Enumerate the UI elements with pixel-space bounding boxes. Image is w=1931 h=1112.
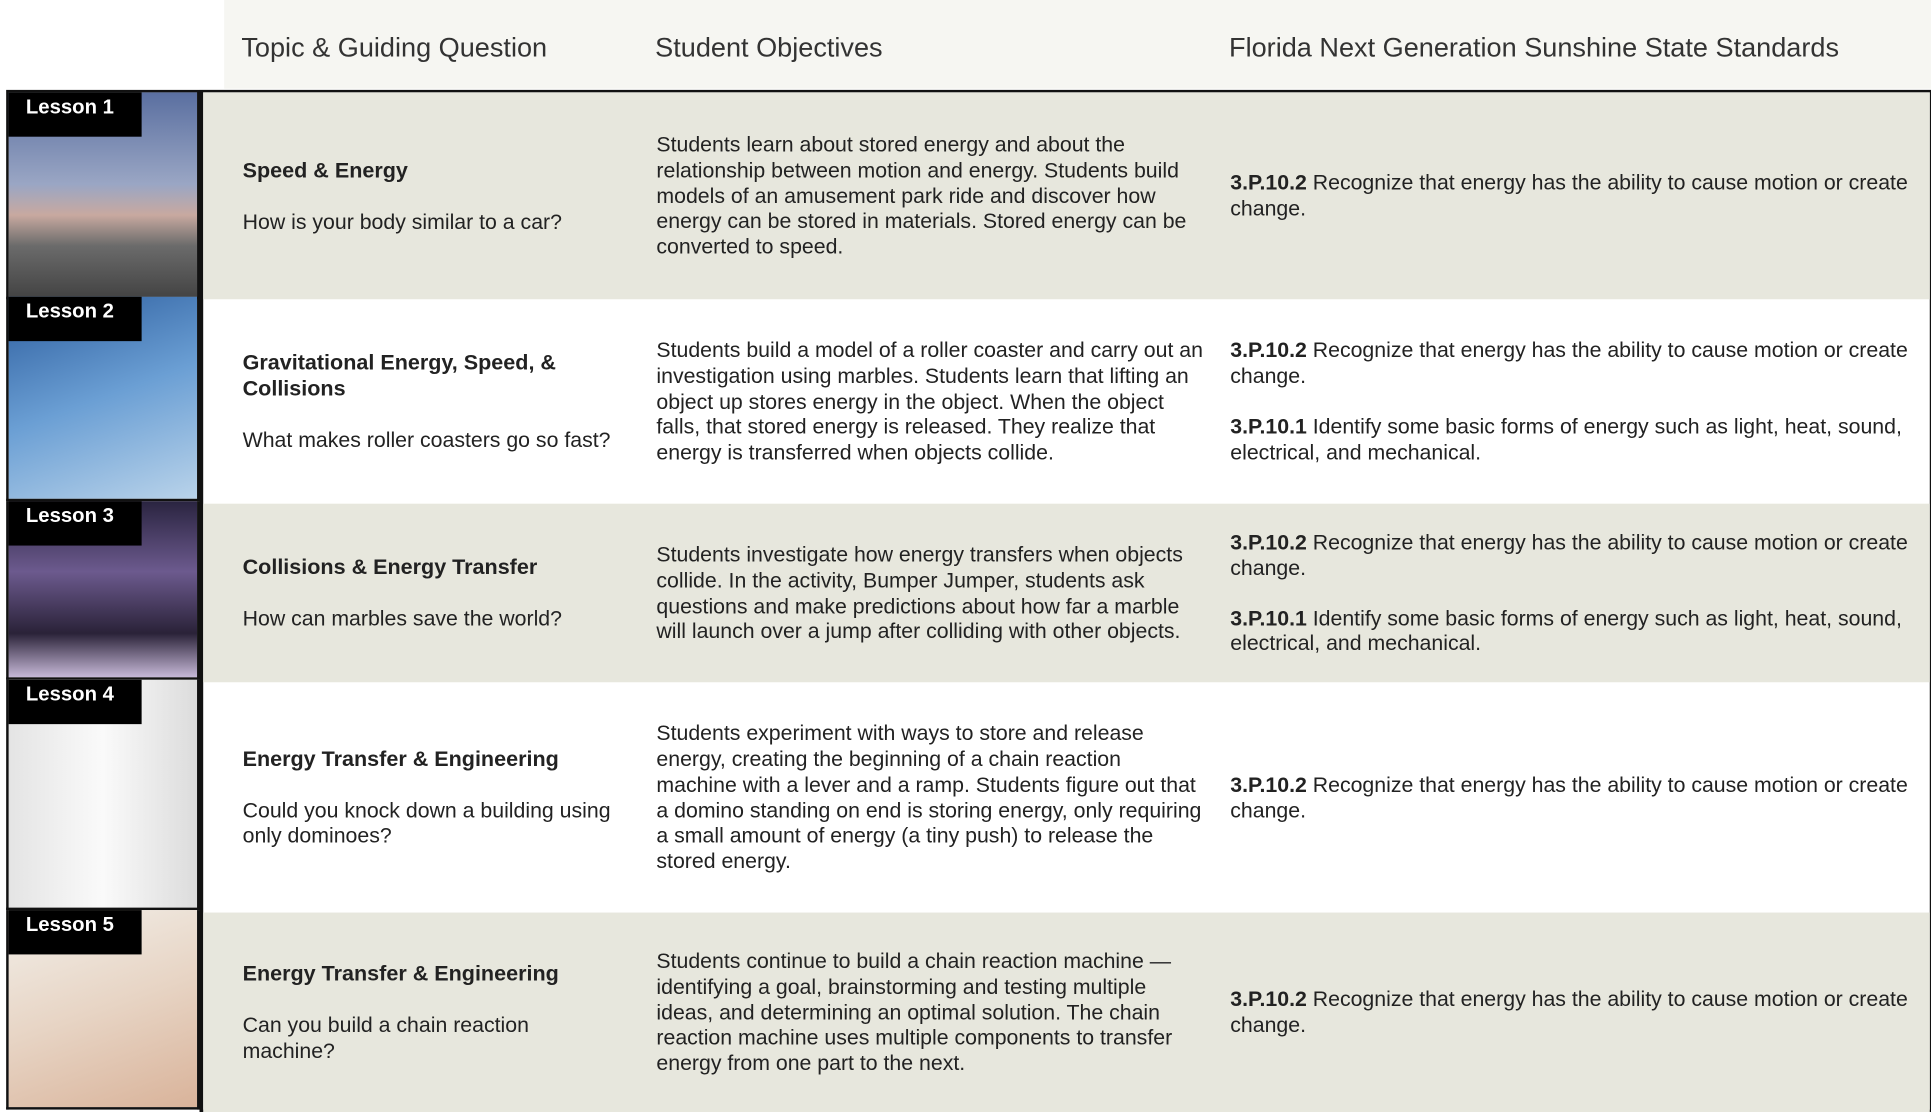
topic-cell: Speed & Energy How is your body similar t…: [243, 92, 612, 299]
objectives-cell: Students experiment with ways to store a…: [656, 682, 1204, 912]
standard-text: Identify some basic forms of energy such…: [1230, 605, 1902, 656]
objectives-cell: Students continue to build a chain react…: [656, 913, 1204, 1112]
table-body: Speed & Energy How is your body similar t…: [199, 89, 1931, 1112]
objectives-cell: Students build a model of a roller coast…: [656, 299, 1204, 503]
standard-text: Recognize that energy has the ability to…: [1230, 986, 1908, 1037]
topic-title: Energy Transfer & Engineering: [242, 746, 559, 771]
topic-cell: Energy Transfer & Engineering Can you bui…: [243, 913, 612, 1112]
guiding-question: What makes roller coasters go so fast?: [242, 427, 611, 452]
lesson-label: Lesson 2: [8, 296, 142, 342]
column-header: Topic & Guiding Question: [241, 32, 548, 63]
objectives-cell: Students learn about stored energy and a…: [656, 92, 1204, 299]
standard: 3.P.10.2 Recognize that energy has the a…: [1230, 772, 1920, 823]
topic-cell: Collisions & Energy Transfer How can marb…: [243, 504, 612, 683]
standard: 3.P.10.2 Recognize that energy has the a…: [1230, 987, 1920, 1038]
guiding-question: How is your body similar to a car?: [242, 208, 562, 234]
topic-title: Collisions & Energy Transfer: [242, 554, 538, 580]
standard: 3.P.10.1 Identify some basic forms of en…: [1230, 605, 1920, 656]
topic-title: Energy Transfer & Engineering: [242, 960, 559, 986]
guiding-question: Can you build a chain reaction machine?: [242, 1012, 529, 1063]
standard-text: Recognize that energy has the ability to…: [1230, 170, 1908, 221]
topic-cell: Energy Transfer & Engineering Could you k…: [243, 682, 612, 912]
table-row: Energy Transfer & Engineering Can you bui…: [203, 912, 1930, 1112]
lesson-image: Lesson 3: [6, 501, 200, 680]
objectives-text: Students experiment with ways to store a…: [656, 720, 1202, 874]
table-row: Energy Transfer & Engineering Could you k…: [203, 682, 1930, 912]
lesson-image: Lesson 5: [6, 910, 200, 1110]
table-row: Collisions & Energy Transfer How can marb…: [203, 503, 1930, 683]
standard-code: 3.P.10.2: [1230, 771, 1307, 797]
standard-code: 3.P.10.1: [1230, 413, 1307, 439]
standards-cell: 3.P.10.2 Recognize that energy has the a…: [1230, 92, 1920, 299]
topic-cell: Gravitational Energy, Speed, & Collision…: [243, 299, 612, 503]
topic-title: Gravitational Energy, Speed, & Collision…: [242, 350, 556, 401]
standards-cell: 3.P.10.2 Recognize that energy has the a…: [1230, 504, 1920, 683]
standard-code: 3.P.10.1: [1230, 605, 1307, 630]
objectives-text: Students continue to build a chain react…: [656, 948, 1173, 1076]
standard: 3.P.10.1 Identify some basic forms of en…: [1230, 414, 1920, 465]
table-header: Topic & Guiding Question Student Objecti…: [224, 0, 1931, 89]
standard: 3.P.10.2 Recognize that energy has the a…: [1230, 529, 1920, 580]
lesson-images: Lesson 1 Lesson 2 Lesson 3 Lesson 4 Lesson 5: [6, 87, 200, 1110]
table-row: Speed & Energy How is your body similar t…: [203, 92, 1930, 300]
standard-text: Recognize that energy has the ability to…: [1230, 337, 1908, 389]
standards-cell: 3.P.10.2 Recognize that energy has the a…: [1230, 913, 1920, 1112]
lesson-image: Lesson 4: [6, 679, 200, 911]
column-header: Florida Next Generation Sunshine State S…: [1229, 32, 1840, 63]
guiding-question: How can marbles save the world?: [242, 605, 562, 631]
objectives-cell: Students investigate how energy transfer…: [656, 504, 1204, 683]
lesson-label: Lesson 3: [8, 501, 142, 546]
standard-text: Identify some basic forms of energy such…: [1230, 413, 1902, 465]
standard: 3.P.10.2 Recognize that energy has the a…: [1230, 338, 1920, 389]
standard-text: Recognize that energy has the ability to…: [1230, 771, 1908, 823]
lesson-image: Lesson 1: [6, 89, 200, 300]
table-row: Gravitational Energy, Speed, & Collision…: [203, 299, 1930, 503]
standards-cell: 3.P.10.2 Recognize that energy has the a…: [1230, 682, 1920, 912]
standard-text: Recognize that energy has the ability to…: [1230, 529, 1908, 580]
lesson-label: Lesson 4: [8, 679, 142, 725]
standard-code: 3.P.10.2: [1230, 529, 1307, 555]
lesson-image: Lesson 2: [6, 296, 200, 502]
guiding-question: Could you knock down a building using on…: [242, 797, 611, 848]
standards-cell: 3.P.10.2 Recognize that energy has the a…: [1230, 299, 1920, 503]
objectives-text: Students build a model of a roller coast…: [656, 337, 1203, 465]
standard-code: 3.P.10.2: [1230, 170, 1307, 195]
lesson-label: Lesson 5: [8, 910, 142, 955]
lesson-label: Lesson 1: [8, 92, 142, 137]
objectives-text: Students investigate how energy transfer…: [656, 541, 1183, 644]
topic-title: Speed & Energy: [242, 157, 408, 182]
standard-code: 3.P.10.2: [1230, 986, 1307, 1012]
column-header: Student Objectives: [655, 32, 883, 63]
standard-code: 3.P.10.2: [1230, 337, 1307, 363]
standard: 3.P.10.2 Recognize that energy has the a…: [1230, 170, 1920, 221]
objectives-text: Students learn about stored energy and a…: [656, 131, 1187, 259]
